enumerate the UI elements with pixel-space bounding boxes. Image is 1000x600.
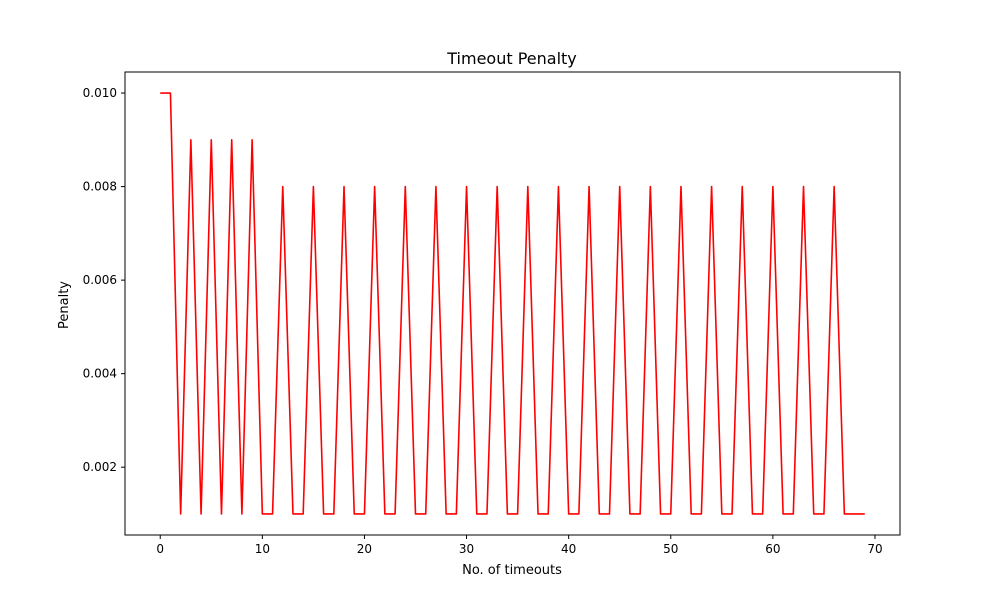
series-line-0 (160, 92, 865, 515)
x-tick-label: 0 (156, 542, 164, 556)
y-tick-label: 0.008 (83, 180, 117, 194)
x-tick-label: 60 (765, 542, 780, 556)
y-tick-label: 0.006 (83, 273, 117, 287)
y-axis: 0.002 0.004 0.006 0.008 0.010 (83, 86, 125, 474)
x-tick-label: 40 (561, 542, 576, 556)
x-tick-label: 50 (663, 542, 678, 556)
y-tick-label: 0.002 (83, 460, 117, 474)
x-tick-label: 10 (255, 542, 270, 556)
x-tick-label: 70 (867, 542, 882, 556)
plot-area (160, 92, 865, 515)
x-tick-label: 30 (459, 542, 474, 556)
chart-title: Timeout Penalty (446, 49, 577, 68)
x-axis-label: No. of timeouts (462, 563, 562, 578)
plot-frame (124, 71, 901, 536)
x-tick-label: 20 (357, 542, 372, 556)
y-tick-label: 0.004 (83, 367, 117, 381)
y-tick-label: 0.010 (83, 86, 117, 100)
x-axis: 0 10 20 30 40 50 60 70 (156, 535, 883, 556)
y-axis-label: Penalty (57, 281, 72, 329)
